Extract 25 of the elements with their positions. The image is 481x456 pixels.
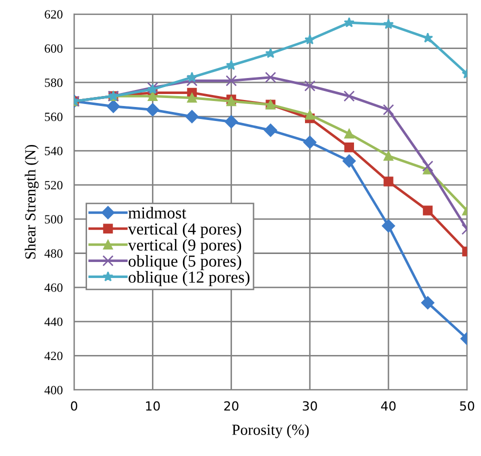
- y-tick-label: 600: [44, 44, 62, 53]
- legend-label: oblique (5 pores): [128, 254, 242, 270]
- y-tick-label: 540: [44, 146, 62, 156]
- y-tick-label: 440: [44, 318, 62, 326]
- y-tick-label: 480: [44, 249, 62, 258]
- x-tick-label: 50: [460, 401, 474, 411]
- legend-label: vertical (4 pores): [128, 222, 242, 238]
- y-tick-label: 400: [44, 386, 62, 394]
- x-axis-title: Porosity (%): [232, 424, 309, 438]
- y-tick-label: 500: [44, 215, 62, 224]
- x-tick-label: 40: [381, 401, 396, 411]
- y-tick-label: 580: [44, 78, 62, 87]
- legend-label: midmost: [128, 206, 186, 219]
- x-tick-label: 30: [302, 401, 317, 411]
- y-tick-label: 420: [44, 352, 62, 360]
- y-tick-label: 620: [44, 10, 62, 19]
- y-axis-title: Shear Strength (N): [24, 144, 39, 259]
- x-tick-label: 20: [224, 401, 238, 411]
- legend-label: vertical (9 pores): [128, 238, 242, 254]
- y-tick-label: 520: [44, 180, 62, 190]
- x-tick-label: 0: [70, 401, 78, 411]
- legend-label: oblique (12 pores): [128, 271, 250, 286]
- y-tick-label: 560: [44, 112, 62, 122]
- x-tick-label: 10: [146, 401, 160, 411]
- y-tick-label: 460: [44, 283, 62, 292]
